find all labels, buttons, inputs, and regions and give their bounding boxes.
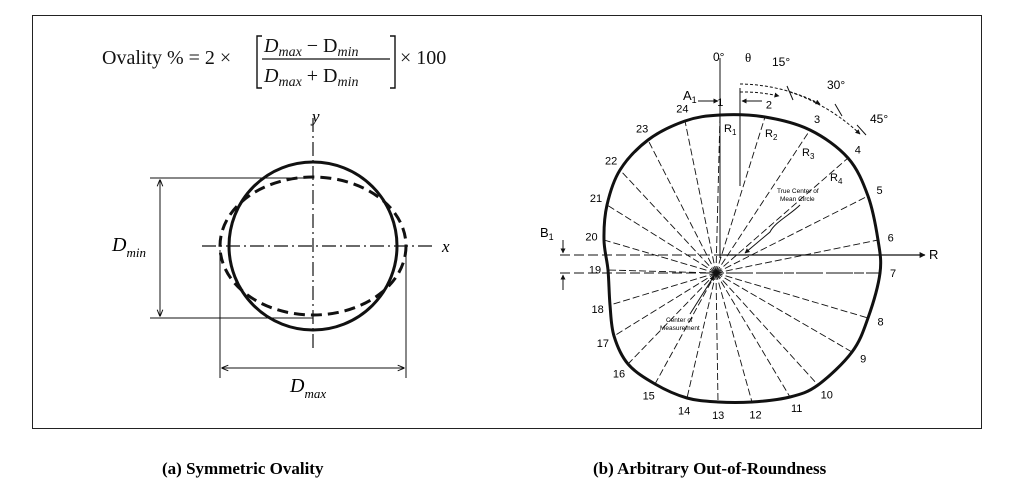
tick-45 [856,124,867,136]
formula-numerator: Dmax − Dmin [263,35,359,60]
radial-line-21 [606,204,717,274]
tick-30 [834,103,843,117]
formula-denominator: Dmax + Dmin [263,65,359,90]
radius-label-r4: R4 [830,172,843,186]
point-label-22: 22 [605,156,617,168]
formula-left-bracket [256,35,262,89]
radial-line-20 [603,239,717,274]
point-label-4: 4 [855,145,861,157]
radial-line-12 [715,272,753,403]
radial-line-8 [715,272,869,319]
point-label-11: 11 [791,403,802,415]
dmax-label: Dmax [289,375,326,401]
radial-line-18 [609,272,717,306]
caption-a: (a) Symmetric Ovality [162,459,324,478]
radial-line-19 [607,269,717,274]
radial-line-24 [684,120,717,274]
radial-line-4 [715,157,849,274]
point-label-12: 12 [749,410,761,422]
point-label-16: 16 [613,368,625,380]
angle-label-45: 45° [870,112,888,126]
true-center-leader [744,204,801,254]
ovality-formula: Ovality % = 2 × Dmax − Dmin Dmax + Dmin … [102,35,446,90]
radial-line-14 [686,272,717,399]
point-label-2: 2 [766,100,772,112]
angle-label-15: 15° [772,55,790,69]
angle-label-30: 30° [827,78,845,92]
radial-line-16 [627,272,717,365]
radial-lines [603,114,880,403]
point-label-18: 18 [591,304,603,316]
point-label-6: 6 [888,232,894,244]
a1-label: A1 [683,88,697,105]
point-label-13: 13 [712,410,724,422]
radius-label-r3: R3 [802,147,815,161]
angle-label-0: 0° [713,50,725,64]
point-label-1: 1 [717,97,723,109]
y-axis-label: y [310,107,320,126]
formula-rhs: × 100 [400,47,446,69]
dmin-label: Dmin [111,234,146,260]
radial-line-11 [715,272,791,398]
out-of-round-profile [602,113,883,405]
radial-line-2 [715,116,766,274]
reference-circle [227,160,399,332]
radial-line-3 [715,129,811,274]
radial-line-23 [647,139,717,274]
angle-label-theta: θ [745,50,751,65]
radial-line-6 [715,239,879,274]
point-label-9: 9 [860,354,866,366]
formula-right-bracket [390,35,396,89]
radial-line-5 [715,195,869,274]
center-measurement-label-line2: Measurement [660,325,700,332]
true-center-label-line1: True Center of [777,188,819,195]
point-label-14: 14 [678,406,690,418]
point-label-5: 5 [877,185,883,197]
radial-line-10 [715,272,819,386]
radial-line-9 [715,272,853,353]
point-label-20: 20 [585,231,597,243]
center-measurement-label-line1: Center of [666,317,693,324]
tick-15 [786,85,794,101]
b1-label: B1 [540,225,554,242]
oval-shape [218,175,408,317]
radial-line-22 [619,169,717,274]
point-label-24: 24 [676,103,688,115]
point-label-10: 10 [821,390,833,402]
true-center-label-line2: Mean Circle [780,196,815,203]
point-label-21: 21 [590,193,602,205]
caption-b: (b) Arbitrary Out-of-Roundness [593,459,827,478]
figure-frame [32,15,982,429]
radial-line-1 [715,114,721,274]
x-axis-label: x [441,237,450,256]
angle-arc-30 [739,83,821,105]
angle-arc-45 [789,91,861,135]
radius-label-r2: R2 [765,128,778,142]
center-measurement-leader [689,275,715,315]
point-label-3: 3 [814,114,820,126]
point-label-8: 8 [877,317,883,329]
point-label-7: 7 [890,268,896,280]
radial-line-13 [715,272,719,403]
radius-label-r1: R1 [724,123,737,137]
point-label-17: 17 [597,338,609,350]
point-label-15: 15 [643,390,655,402]
point-label-23: 23 [636,123,648,135]
point-label-19: 19 [589,265,601,277]
angle-arc-15 [739,91,780,98]
r-axis-label: R [929,247,938,262]
formula-lhs: Ovality % = 2 × [102,47,231,69]
panel-a: Ovality % = 2 × Dmax − Dmin Dmax + Dmin … [102,35,450,401]
radial-line-15 [654,272,717,385]
panel-b: 0° θ 15° 30° 45° A1 B1 R1 R2 R3 R4 R Tru… [540,50,938,422]
